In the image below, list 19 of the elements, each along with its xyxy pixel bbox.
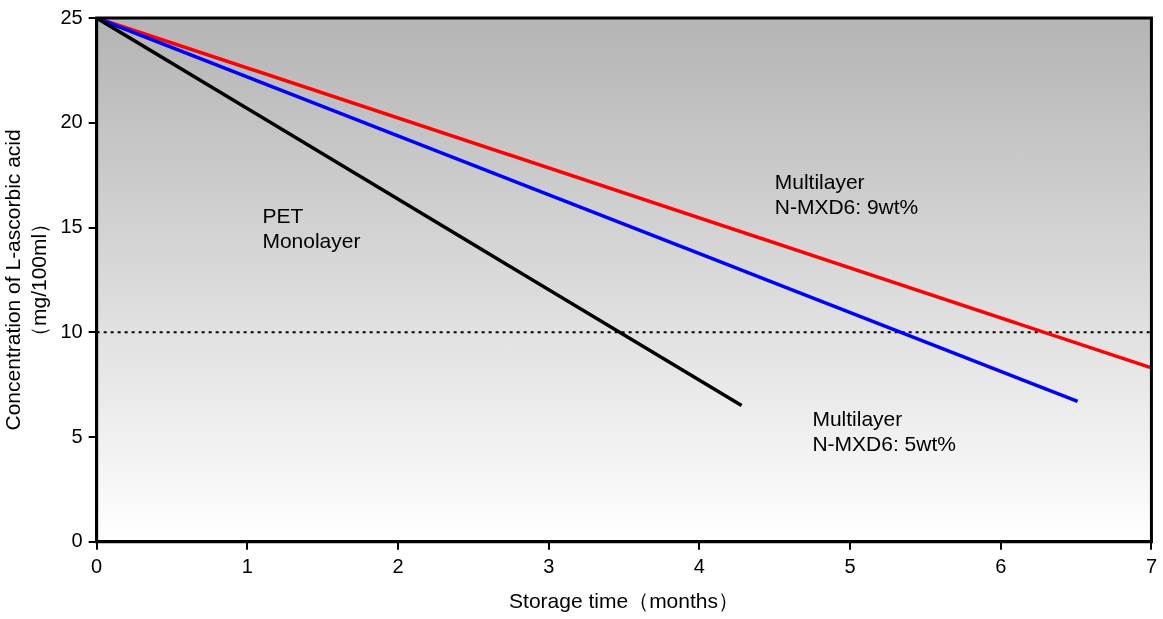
- y-tick-label: 20: [60, 110, 83, 133]
- x-tick-label: 7: [1145, 555, 1157, 578]
- x-axis-title: Storage time（months）: [509, 589, 740, 613]
- x-tick-label: 3: [543, 555, 555, 578]
- y-tick-label: 15: [60, 215, 83, 238]
- x-tick-label: 2: [392, 555, 404, 578]
- x-tick-label: 6: [995, 555, 1007, 578]
- y-tick-label: 0: [71, 529, 83, 552]
- y-tick-label: 5: [71, 424, 83, 447]
- x-tick-label: 0: [91, 555, 103, 578]
- x-tick-label: 1: [241, 555, 253, 578]
- series-label: Multilayer N-MXD6: 9wt%: [774, 170, 919, 219]
- y-axis-title: Concentration of L-ascorbic acid （mg/100ml）: [1, 129, 50, 431]
- text: Multilayer N-MXD6: 5wt%: [812, 407, 956, 456]
- y-tick-label: 25: [60, 5, 83, 28]
- x-tick-label: 4: [693, 555, 705, 578]
- x-tick-label: 5: [844, 555, 856, 578]
- series-label: PET Monolayer: [262, 203, 361, 252]
- y-tick-label: 10: [60, 319, 83, 342]
